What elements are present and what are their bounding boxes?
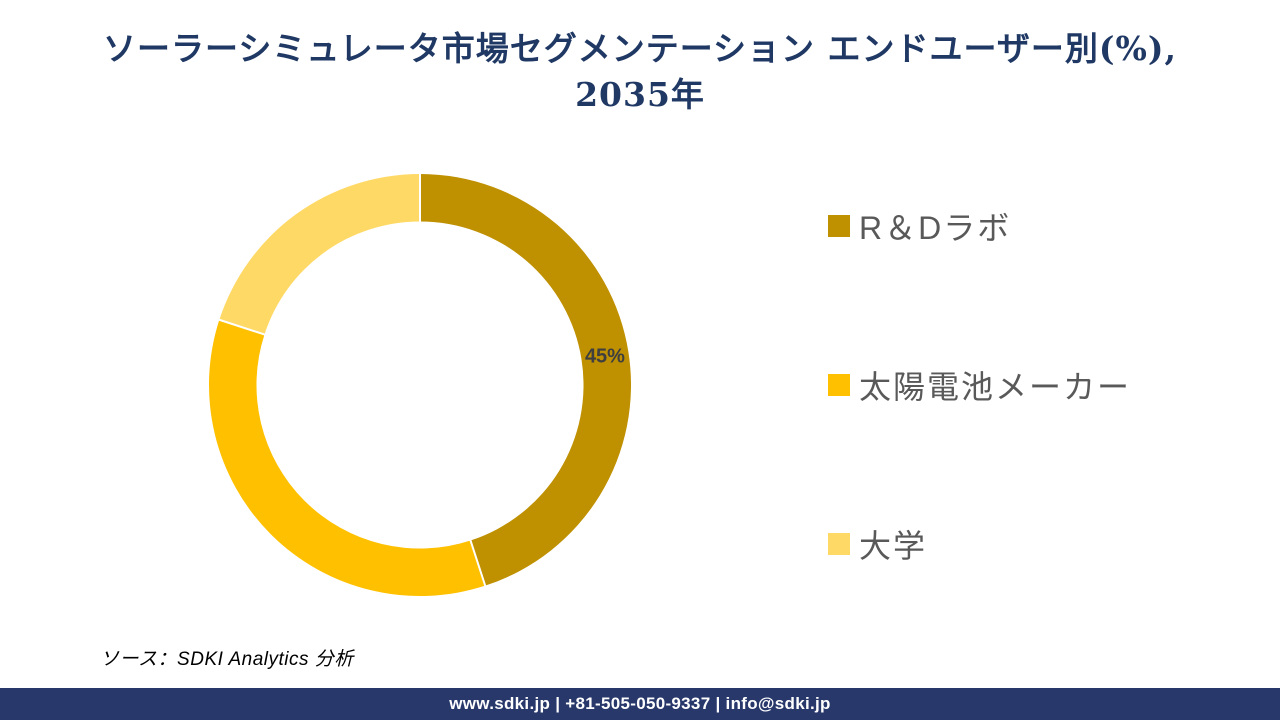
legend-label: 大学 [859,528,928,564]
source-note: ソース：SDKI Analytics 分析 [100,649,354,670]
donut-segment-2 [219,174,420,335]
legend-swatch-icon [828,533,850,555]
legend-swatch-icon [828,215,850,237]
segment-separator [218,318,266,336]
legend-label: R＆Dラボ [859,210,1012,246]
donut-segment-0 [420,174,632,586]
legend-item-university: 大学 [828,522,927,566]
legend-swatch-icon [828,374,850,396]
chart-title: ソーラーシミュレータ市場セグメンテーション エンドユーザー別(%), 2035年 [40,26,1240,117]
donut-chart: 45% [208,173,632,597]
chart-title-line1: ソーラーシミュレータ市場セグメンテーション エンドユーザー別(%), [103,29,1177,68]
donut-chart-svg: 45% [208,173,632,596]
donut-segment-1 [208,319,486,596]
footer-bar: www.sdki.jp | +81-505-050-9337 | info@sd… [0,688,1280,720]
chart-title-line2: 2035年 [575,74,705,114]
segment-data-label: 45% [585,346,625,368]
segment-separator [469,539,487,587]
legend-item-rd-lab: R＆Dラボ [828,204,1011,248]
footer-contact-text: www.sdki.jp | +81-505-050-9337 | info@sd… [449,694,831,713]
legend-item-solar-cell-manufacturer: 太陽電池メーカー [828,363,1131,407]
chart-legend: R＆Dラボ 太陽電池メーカー 大学 [828,0,1248,720]
legend-label: 太陽電池メーカー [859,369,1132,405]
